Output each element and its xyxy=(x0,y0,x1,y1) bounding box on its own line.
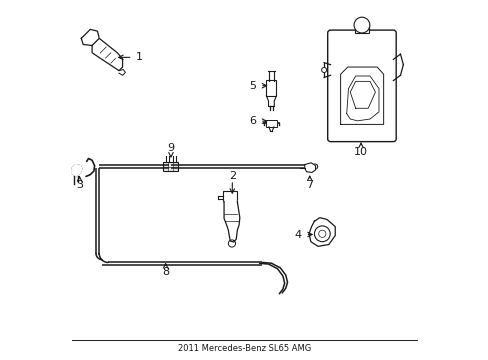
Bar xyxy=(163,162,178,171)
Bar xyxy=(354,25,368,33)
Polygon shape xyxy=(72,165,82,176)
Text: 3: 3 xyxy=(76,180,83,190)
Bar xyxy=(223,191,237,202)
Text: 2: 2 xyxy=(228,171,235,181)
Circle shape xyxy=(321,67,326,72)
Text: 10: 10 xyxy=(353,147,367,157)
Text: 8: 8 xyxy=(162,267,169,277)
Circle shape xyxy=(353,17,369,33)
Bar xyxy=(266,80,276,96)
Text: 1: 1 xyxy=(135,52,142,62)
Polygon shape xyxy=(92,39,122,71)
Polygon shape xyxy=(304,163,315,172)
Circle shape xyxy=(318,230,325,237)
Text: 5: 5 xyxy=(248,81,255,91)
Polygon shape xyxy=(224,202,239,242)
Text: 4: 4 xyxy=(294,230,301,239)
FancyBboxPatch shape xyxy=(327,30,395,141)
Bar xyxy=(265,121,276,127)
Circle shape xyxy=(312,164,317,169)
Text: 9: 9 xyxy=(167,143,174,153)
Polygon shape xyxy=(308,218,335,246)
Text: 2011 Mercedes-Benz SL65 AMG: 2011 Mercedes-Benz SL65 AMG xyxy=(178,344,310,353)
Text: 6: 6 xyxy=(248,116,255,126)
Text: 7: 7 xyxy=(305,180,313,190)
Circle shape xyxy=(314,226,329,242)
